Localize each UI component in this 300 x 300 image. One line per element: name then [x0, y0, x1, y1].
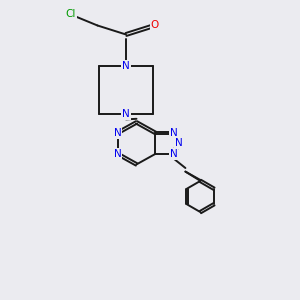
Text: N: N	[114, 149, 122, 159]
Text: N: N	[114, 128, 122, 138]
Text: Cl: Cl	[65, 9, 76, 20]
Text: N: N	[169, 128, 177, 138]
Text: N: N	[122, 61, 130, 71]
Text: O: O	[150, 20, 159, 31]
Text: N: N	[169, 149, 177, 159]
Text: N: N	[175, 138, 182, 148]
Text: N: N	[122, 109, 130, 119]
